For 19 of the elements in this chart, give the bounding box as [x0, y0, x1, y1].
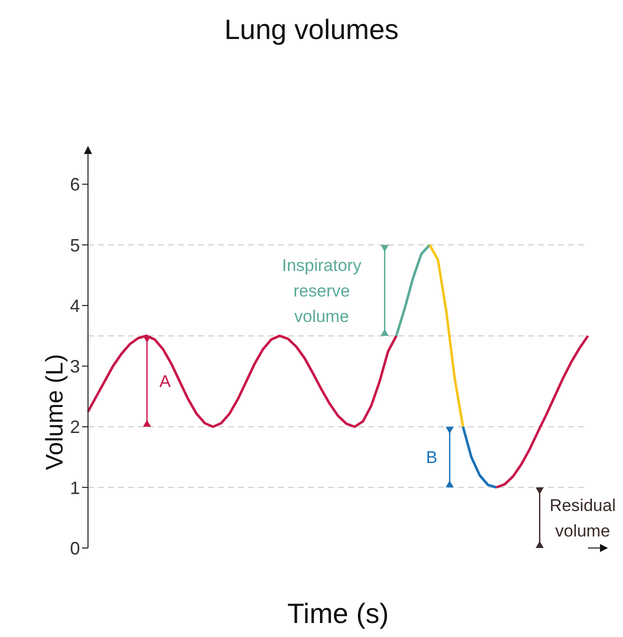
y-tick-label: 4	[70, 296, 80, 316]
y-tick-label: 0	[70, 538, 80, 558]
y-tick-label: 2	[70, 417, 80, 438]
annotation: A	[159, 372, 172, 392]
line-series	[86, 334, 398, 428]
line-series	[395, 244, 431, 338]
x-axis-title: Time (s)	[286, 598, 390, 630]
y-tick-label: 1	[70, 478, 80, 498]
y-tick-label: 5	[70, 235, 80, 256]
chart-title: Lung volumes	[223, 14, 400, 46]
y-tick-label: 6	[70, 174, 80, 195]
line-series	[428, 244, 464, 428]
annotation: Inspiratory reserve volume	[282, 256, 362, 326]
line-series	[495, 334, 590, 489]
annotation: Residual volume	[550, 496, 616, 540]
line-series	[462, 426, 498, 489]
annotation: B	[426, 448, 438, 468]
y-tick-label: 3	[70, 356, 80, 377]
y-axis-title: Volume (L)	[42, 354, 69, 470]
